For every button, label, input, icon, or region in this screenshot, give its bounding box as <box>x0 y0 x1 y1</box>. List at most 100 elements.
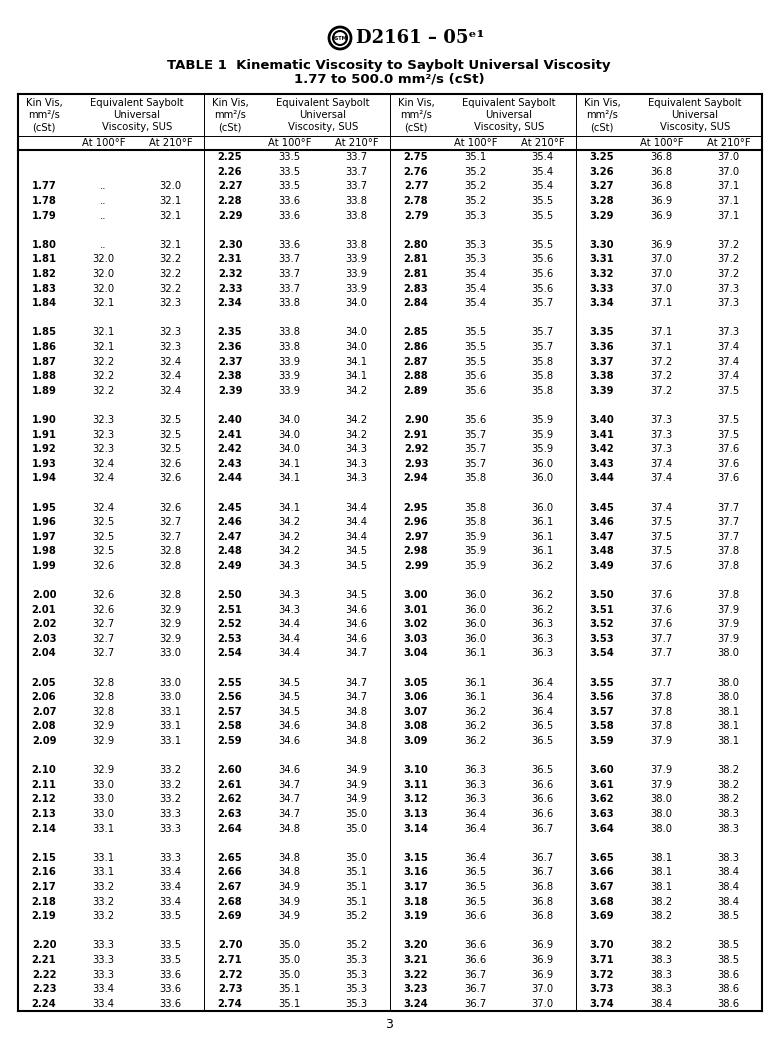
Text: 34.6: 34.6 <box>345 619 367 629</box>
Text: 34.8: 34.8 <box>279 853 300 863</box>
Text: 37.7: 37.7 <box>717 503 740 512</box>
Text: 32.7: 32.7 <box>93 649 114 659</box>
Text: 33.8: 33.8 <box>279 342 300 352</box>
Text: 2.41: 2.41 <box>218 430 243 439</box>
Text: 3.32: 3.32 <box>590 269 615 279</box>
Text: 33.4: 33.4 <box>93 998 114 1009</box>
Text: 33.8: 33.8 <box>279 328 300 337</box>
Text: 35.3: 35.3 <box>345 955 367 965</box>
Text: 35.7: 35.7 <box>531 298 554 308</box>
Text: 1.80: 1.80 <box>32 239 57 250</box>
Text: 3.50: 3.50 <box>590 590 615 600</box>
Text: 35.6: 35.6 <box>464 386 487 396</box>
Text: 33.1: 33.1 <box>93 853 114 863</box>
Text: 34.0: 34.0 <box>279 415 300 425</box>
Text: 34.1: 34.1 <box>279 474 300 483</box>
Text: 32.4: 32.4 <box>159 372 181 381</box>
Text: 34.0: 34.0 <box>279 430 300 439</box>
Text: 38.1: 38.1 <box>650 882 673 892</box>
Text: 32.4: 32.4 <box>93 459 114 468</box>
Text: 3.67: 3.67 <box>590 882 615 892</box>
Text: 2.63: 2.63 <box>218 809 243 819</box>
Text: 32.6: 32.6 <box>93 590 114 600</box>
Text: 36.4: 36.4 <box>531 707 554 717</box>
Text: 37.7: 37.7 <box>650 649 673 659</box>
Text: 37.3: 37.3 <box>650 445 673 454</box>
Text: 33.8: 33.8 <box>279 298 300 308</box>
Text: 36.8: 36.8 <box>531 911 554 921</box>
Text: 2.22: 2.22 <box>32 969 56 980</box>
Text: 33.5: 33.5 <box>279 152 300 162</box>
Text: 32.2: 32.2 <box>159 283 181 294</box>
Text: 3.34: 3.34 <box>590 298 615 308</box>
Text: 3.08: 3.08 <box>404 721 429 732</box>
Text: 35.4: 35.4 <box>464 298 486 308</box>
Text: 2.96: 2.96 <box>404 517 429 527</box>
Text: 33.1: 33.1 <box>159 736 181 746</box>
Text: 36.5: 36.5 <box>464 867 487 878</box>
Text: 32.0: 32.0 <box>93 283 114 294</box>
Text: 33.0: 33.0 <box>159 692 181 703</box>
Text: 3.68: 3.68 <box>590 896 615 907</box>
Text: 37.2: 37.2 <box>717 269 740 279</box>
Text: At 210°F: At 210°F <box>149 138 192 148</box>
Text: 37.9: 37.9 <box>717 619 740 629</box>
Text: 36.0: 36.0 <box>531 503 554 512</box>
Text: 2.30: 2.30 <box>218 239 242 250</box>
Text: 34.1: 34.1 <box>345 372 367 381</box>
Text: 35.9: 35.9 <box>531 445 554 454</box>
Text: 34.7: 34.7 <box>279 794 300 805</box>
Text: 32.7: 32.7 <box>159 517 181 527</box>
Text: 2.33: 2.33 <box>218 283 242 294</box>
Text: 37.3: 37.3 <box>650 415 673 425</box>
Text: 1.97: 1.97 <box>32 532 57 541</box>
Text: 36.1: 36.1 <box>464 649 487 659</box>
Text: 36.2: 36.2 <box>531 561 554 570</box>
Text: 2.61: 2.61 <box>218 780 243 790</box>
Text: 32.1: 32.1 <box>93 298 114 308</box>
Text: 37.1: 37.1 <box>717 210 740 221</box>
Text: 33.4: 33.4 <box>159 882 181 892</box>
Text: 1.98: 1.98 <box>32 547 57 556</box>
Text: 38.2: 38.2 <box>717 794 740 805</box>
Text: 35.4: 35.4 <box>531 167 554 177</box>
Text: 33.8: 33.8 <box>345 196 367 206</box>
Text: 34.5: 34.5 <box>345 590 367 600</box>
Text: 38.0: 38.0 <box>650 809 672 819</box>
Text: 3.47: 3.47 <box>590 532 615 541</box>
Text: 32.9: 32.9 <box>93 765 114 776</box>
Text: 2.62: 2.62 <box>218 794 243 805</box>
Text: 33.4: 33.4 <box>93 984 114 994</box>
Text: 34.7: 34.7 <box>279 780 300 790</box>
Text: 33.5: 33.5 <box>279 167 300 177</box>
Text: 2.21: 2.21 <box>32 955 57 965</box>
Text: 3.60: 3.60 <box>590 765 615 776</box>
Text: 2.19: 2.19 <box>32 911 57 921</box>
Text: 38.4: 38.4 <box>650 998 672 1009</box>
Text: 33.0: 33.0 <box>93 809 114 819</box>
Text: 2.69: 2.69 <box>218 911 243 921</box>
Text: 2.60: 2.60 <box>218 765 243 776</box>
Text: 2.86: 2.86 <box>404 342 429 352</box>
Text: Kin Vis,
mm²/s
(cSt): Kin Vis, mm²/s (cSt) <box>212 98 248 132</box>
Text: 35.1: 35.1 <box>279 998 300 1009</box>
Text: 2.11: 2.11 <box>32 780 57 790</box>
Text: 36.8: 36.8 <box>531 896 554 907</box>
Text: 2.51: 2.51 <box>218 605 243 614</box>
Text: Kin Vis,
mm²/s
(cSt): Kin Vis, mm²/s (cSt) <box>584 98 620 132</box>
Text: 38.5: 38.5 <box>717 955 740 965</box>
Text: 36.6: 36.6 <box>531 809 554 819</box>
Text: 34.2: 34.2 <box>279 532 300 541</box>
Text: 35.7: 35.7 <box>464 459 487 468</box>
Text: 36.7: 36.7 <box>531 867 554 878</box>
Text: 2.20: 2.20 <box>32 940 56 950</box>
Text: 1.82: 1.82 <box>32 269 57 279</box>
Text: 38.2: 38.2 <box>717 765 740 776</box>
Text: 33.3: 33.3 <box>159 853 181 863</box>
Text: 2.37: 2.37 <box>218 357 242 366</box>
Text: 33.7: 33.7 <box>279 283 300 294</box>
Text: 32.9: 32.9 <box>93 721 114 732</box>
Text: 3.58: 3.58 <box>590 721 615 732</box>
Text: 34.1: 34.1 <box>345 357 367 366</box>
Text: 33.9: 33.9 <box>279 372 300 381</box>
